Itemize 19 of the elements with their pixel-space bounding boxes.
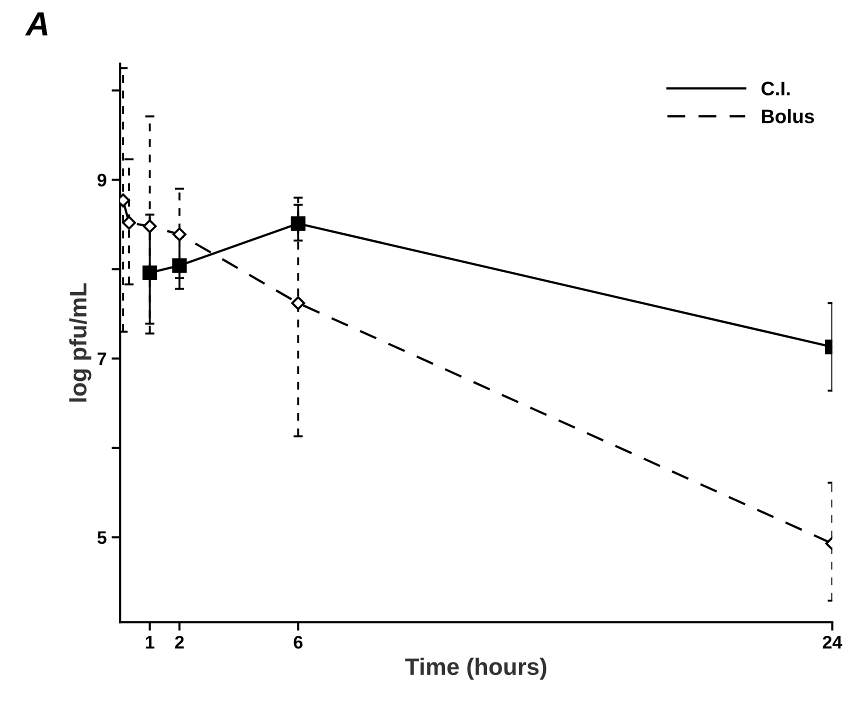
chart-title: A bbox=[25, 12, 48, 36]
point bbox=[142, 265, 158, 280]
point bbox=[172, 227, 186, 242]
x-axis-title: Time (hours) bbox=[405, 658, 546, 680]
point bbox=[290, 216, 306, 231]
y-tick-label: 5 bbox=[97, 531, 106, 544]
y-tick-label: 7 bbox=[98, 352, 106, 366]
legend-label: Bolus bbox=[762, 108, 814, 124]
point bbox=[291, 296, 306, 310]
legend-label: C.I. bbox=[762, 82, 790, 96]
x-tick-label: 2 bbox=[175, 636, 184, 648]
point bbox=[142, 219, 157, 234]
y-axis-title: log pfu/mL bbox=[69, 283, 92, 402]
y-tick-label: 9 bbox=[98, 174, 106, 187]
x-tick-label: 24 bbox=[822, 636, 842, 648]
x-tick-label: 6 bbox=[294, 636, 303, 649]
x-tick-label: 1 bbox=[146, 636, 154, 648]
point bbox=[122, 216, 136, 230]
point bbox=[172, 258, 187, 273]
